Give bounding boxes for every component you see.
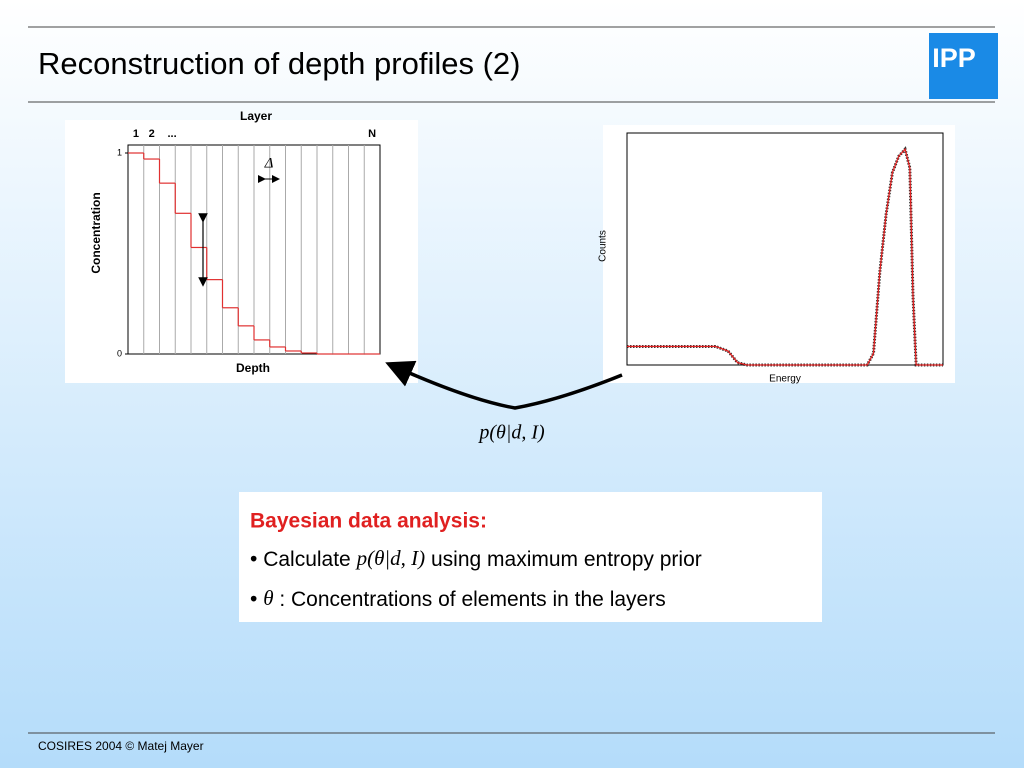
box-heading: Bayesian data analysis: [250, 510, 487, 533]
layer-label: N [368, 128, 376, 140]
arrow-label: p(θ|d, I) [477, 422, 545, 444]
bullet-text: Calculate [263, 548, 356, 571]
logo-text: IPP [932, 43, 976, 73]
layer-label: 1 [133, 128, 139, 140]
y-tick-label: 0 [117, 348, 122, 358]
footer: COSIRES 2004 © Matej Mayer [38, 739, 204, 753]
layer-label: ... [168, 128, 177, 140]
layer-label: 2 [149, 128, 155, 140]
slide-title: Reconstruction of depth profiles (2) [38, 46, 520, 81]
x-axis-label: Depth [236, 361, 270, 375]
y-tick-label: 1 [117, 147, 122, 157]
left-panel [65, 120, 418, 383]
annotation: Δ [264, 155, 274, 171]
y-axis-label: Concentration [89, 192, 103, 273]
bullet: • θ : Concentrations of elements in the … [250, 586, 666, 611]
y-axis-label: Counts [598, 230, 609, 262]
bullet-symbol: θ [263, 586, 273, 610]
x-axis-label: Energy [769, 374, 801, 385]
arrow [385, 360, 623, 410]
text-box [239, 492, 822, 622]
bullet-text: : Concentrations of elements in the laye… [274, 588, 666, 611]
bullet: • Calculate p(θ|d, I) using maximum entr… [250, 546, 702, 571]
right-panel [603, 125, 955, 383]
bullet-text: using maximum entropy prior [425, 548, 702, 571]
fit-line [627, 147, 943, 366]
chart-title: Layer [240, 109, 272, 123]
logo [929, 33, 998, 99]
bullet-formula: p(θ|d, I) [355, 546, 426, 570]
